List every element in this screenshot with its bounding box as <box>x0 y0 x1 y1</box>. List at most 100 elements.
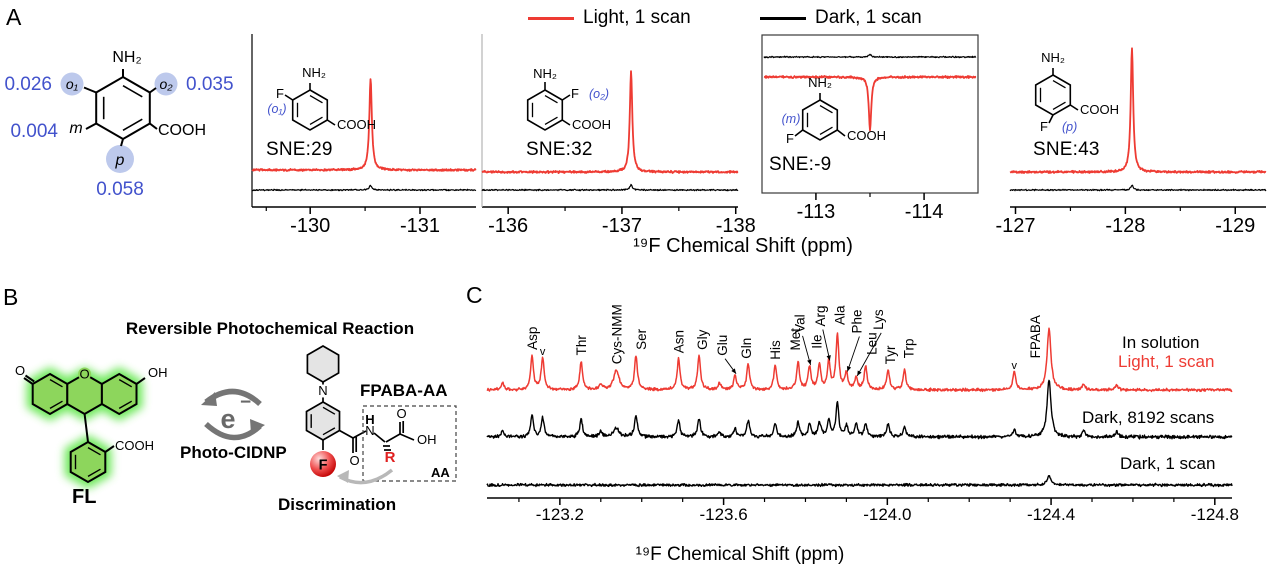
highlight-circle-o1 <box>60 72 84 96</box>
molecule-fluorescein: O O OH COOH <box>15 363 168 489</box>
legend-dark-label: Dark, 1 scan <box>815 7 922 28</box>
position-o1-tag: (o₁) <box>267 102 286 116</box>
sne-value-p: SNE:43 <box>1033 139 1100 160</box>
fluorescein-name-label: FL <box>72 486 97 508</box>
position-o2-label: o₂ <box>159 76 173 92</box>
svg-text:Ile: Ile <box>809 334 824 348</box>
svg-text:Lys: Lys <box>871 309 886 330</box>
panel-c-label: C <box>466 282 483 308</box>
value-m: 0.004 <box>10 121 58 142</box>
svg-text:-123.6: -123.6 <box>699 505 747 524</box>
molecule-fpaba-aa: N F O N H R O OH AA <box>305 345 457 485</box>
svg-text:-124.8: -124.8 <box>1191 505 1239 524</box>
trace-label-light-1-scan: Light, 1 scan <box>1118 352 1215 371</box>
svg-text:-136: -136 <box>488 215 528 237</box>
value-o1: 0.026 <box>4 74 52 95</box>
panel-c-axis-title: ¹⁹F Chemical Shift (ppm) <box>635 544 845 565</box>
fluorine-label: F <box>1040 119 1048 134</box>
discrimination-arrowhead <box>337 470 349 483</box>
svg-text:v: v <box>1011 360 1017 372</box>
svg-text:Trp: Trp <box>902 338 917 358</box>
acid-hydroxyl-label: OH <box>417 432 437 447</box>
highlight-circle-o2 <box>154 72 178 96</box>
svg-text:Leu: Leu <box>865 332 880 355</box>
legend-light-line <box>528 16 574 20</box>
svg-text:Gln: Gln <box>739 338 754 359</box>
piperidine-ring <box>306 345 340 383</box>
electron-cycle-icon: e − <box>201 388 265 441</box>
sne-value-o2: SNE:32 <box>526 139 593 160</box>
panel-a-axis-title: ¹⁹F Chemical Shift (ppm) <box>633 235 853 257</box>
sne-value-m: SNE:-9 <box>769 154 832 175</box>
svg-text:-124.4: -124.4 <box>1027 505 1075 524</box>
cooh-label: COOH <box>847 128 886 143</box>
position-o2-tag: (o₂) <box>589 87 609 101</box>
panel-b-title: Reversible Photochemical Reaction <box>125 319 415 338</box>
position-p-label: p <box>115 152 125 169</box>
svg-text:-128: -128 <box>1105 215 1145 237</box>
svg-text:FPABA: FPABA <box>1028 315 1043 358</box>
svg-text:Val: Val <box>793 314 808 333</box>
svg-text:-124.0: -124.0 <box>863 505 911 524</box>
molecule-inset-o1: NH₂ F (o₁) COOH <box>267 65 376 132</box>
cooh-label: COOH <box>115 438 154 453</box>
spectrum-o1-plot: -130 -131 <box>251 34 477 237</box>
molecule-aminobenzoic-acid-diagram: NH₂ COOH o₁ o₂ m p 0.026 0.035 0.004 0.0… <box>4 49 234 200</box>
legend-light-label: Light, 1 scan <box>583 7 691 28</box>
fluorine-label: F <box>319 458 328 474</box>
cooh-label: COOH <box>1080 102 1119 117</box>
svg-text:-127: -127 <box>995 215 1035 237</box>
trace-label-dark-8192-scans: Dark, 8192 scans <box>1082 408 1215 427</box>
ketone-oxygen-label: O <box>15 363 25 378</box>
spectrum-m-plot: -113 -114 <box>761 34 979 223</box>
svg-text:v: v <box>540 346 546 358</box>
legend-dark-line <box>760 16 806 20</box>
amide-oxygen-label: O <box>349 453 359 468</box>
panel-a-label: A <box>6 4 22 30</box>
fluorine-label: F <box>786 131 794 146</box>
svg-text:Phe: Phe <box>849 309 864 333</box>
fluorine-highlight-sphere <box>310 451 336 477</box>
svg-text:Ala: Ala <box>832 305 847 325</box>
value-p: 0.058 <box>96 179 144 200</box>
position-m-tag: (m) <box>782 112 801 126</box>
svg-text:-123.2: -123.2 <box>536 505 584 524</box>
cooh-label: COOH <box>572 117 611 132</box>
svg-text:-113: -113 <box>797 201 836 223</box>
molecule-inset-p: NH₂ COOH F (p) <box>1034 50 1119 134</box>
hydroxyl-label: OH <box>148 365 168 380</box>
nh2-label: NH₂ <box>112 49 141 66</box>
position-o1-label: o₁ <box>66 76 79 92</box>
svg-text:Thr: Thr <box>574 335 589 356</box>
nh2-label: NH₂ <box>808 75 832 90</box>
position-m-label: m <box>69 120 82 137</box>
photo-cidnp-label: Photo-CIDNP <box>180 443 287 462</box>
value-o2: 0.035 <box>186 74 234 95</box>
svg-text:Cys-NMM: Cys-NMM <box>609 304 624 364</box>
svg-text:Met: Met <box>788 328 803 351</box>
nh2-label: NH₂ <box>1041 50 1065 65</box>
legend-item-dark: Dark, 1 scan <box>760 7 922 29</box>
amide-hydrogen-label: H <box>365 412 374 427</box>
svg-text:-114: -114 <box>905 201 944 223</box>
electron-minus-sign: − <box>240 392 251 413</box>
svg-text:Ser: Ser <box>634 328 649 350</box>
acid-oxygen-label: O <box>396 406 406 421</box>
svg-text:Tyr: Tyr <box>883 345 898 364</box>
fpaba-aa-label: FPABA-AA <box>360 381 448 400</box>
sne-value-o1: SNE:29 <box>266 139 333 160</box>
svg-text:Asn: Asn <box>672 330 687 353</box>
svg-text:-130: -130 <box>290 215 330 237</box>
discrimination-label: Discrimination <box>278 495 397 514</box>
svg-text:Arg: Arg <box>813 305 828 326</box>
svg-text:Glu: Glu <box>715 335 730 356</box>
svg-text:His: His <box>768 340 783 360</box>
piperidine-nitrogen-label: N <box>318 383 327 398</box>
aa-box-label: AA <box>431 465 450 480</box>
electron-label: e <box>220 404 235 434</box>
svg-text:-131: -131 <box>400 215 440 237</box>
trace-label-in-solution: In solution <box>1122 333 1200 352</box>
r-group-label: R <box>385 449 396 466</box>
